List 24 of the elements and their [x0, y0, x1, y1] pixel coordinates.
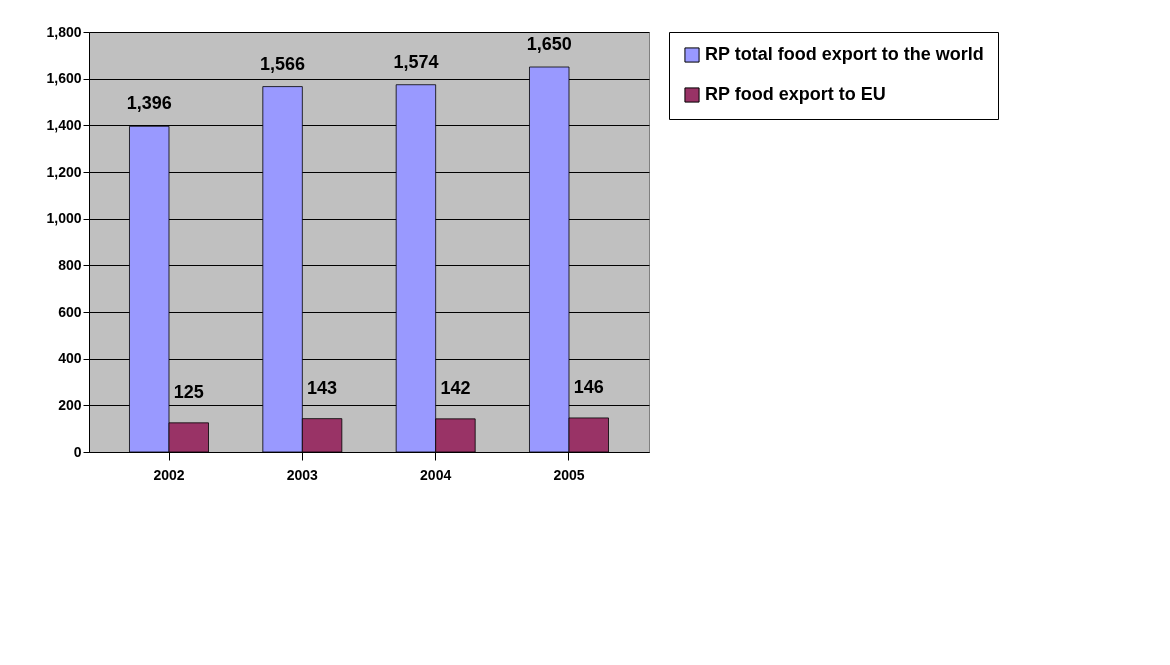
data-label: 1,396: [126, 93, 172, 114]
y-tick-label: 200: [58, 396, 82, 413]
data-label: 146: [573, 376, 604, 397]
data-label: 125: [173, 381, 204, 402]
data-label: 1,566: [260, 53, 306, 74]
data-label: 142: [440, 377, 471, 398]
x-tick-label: 2002: [153, 466, 185, 483]
data-label: 1,574: [393, 51, 439, 72]
y-tick-label: 400: [58, 350, 82, 367]
y-tick-label: 600: [58, 303, 82, 320]
y-tick-label: 1,200: [46, 163, 82, 180]
y-tick-label: 800: [58, 256, 82, 273]
y-tick-label: 1,000: [46, 210, 82, 227]
x-tick-label: 2004: [420, 466, 452, 483]
legend-label: RP food export to EU: [705, 84, 886, 104]
legend-label: RP total food export to the world: [705, 44, 984, 64]
data-label: 1,650: [526, 34, 572, 54]
y-tick-label: 1,600: [46, 70, 82, 87]
x-tick-label: 2003: [286, 466, 319, 483]
data-label: 143: [307, 377, 338, 398]
y-tick-label: 1,800: [46, 23, 82, 40]
x-tick-label: 2005: [553, 466, 585, 483]
y-tick-label: 1,400: [46, 116, 82, 133]
y-tick-label: 0: [73, 443, 82, 460]
